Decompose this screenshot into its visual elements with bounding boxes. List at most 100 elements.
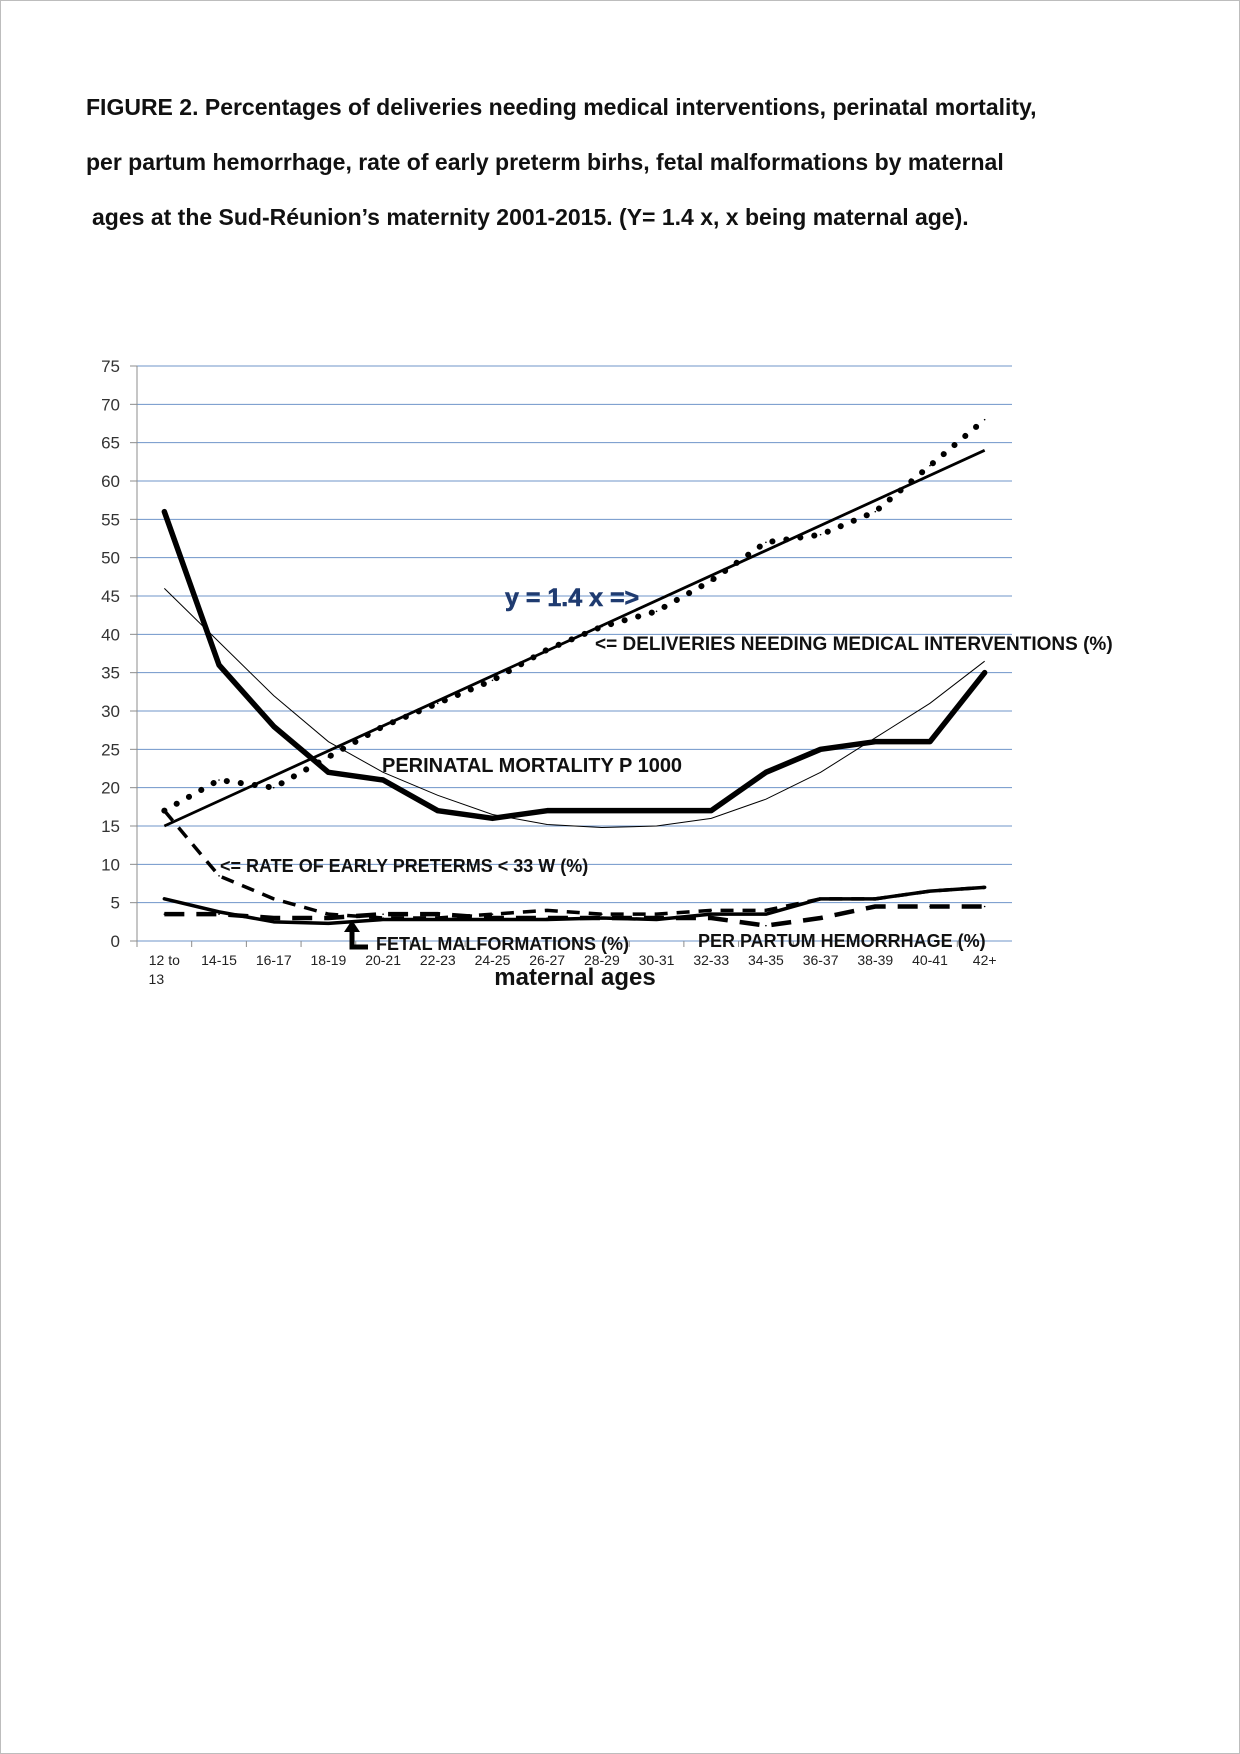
caption-line-3: ages at the Sud-Réunion’s maternity 2001… (92, 204, 969, 230)
data-point-perinatal-mortality-p-1000 (710, 809, 713, 812)
x-tick-label: 36-37 (803, 952, 839, 968)
data-point-per-partum-hemorrhage (436, 913, 439, 915)
data-point-rate-of-early-preterms-33-w (436, 917, 439, 919)
data-point-deliveries-needing-medical-interventions (874, 510, 877, 513)
series-lines (161, 416, 988, 928)
data-point-fetal-malformations (546, 918, 548, 921)
data-point-fetal-malformations (272, 921, 275, 923)
data-point-deliveries-needing-medical-interventions (710, 579, 713, 582)
data-point-rate-of-early-preterms-33-w (710, 909, 713, 912)
figure-caption: FIGURE 2. Percentages of deliveries need… (86, 92, 1206, 257)
data-point-fetal-malformations (382, 918, 384, 921)
y-tick-label: 75 (101, 357, 120, 376)
x-tick-label: 28-29 (584, 952, 620, 968)
x-tick-label: 20-21 (365, 952, 401, 968)
data-point-perinatal-mortality-p-1000 (163, 510, 166, 513)
caption-line-1: FIGURE 2. Percentages of deliveries need… (86, 94, 1037, 120)
data-point-deliveries-needing-medical-interventions (655, 610, 658, 613)
y-tick-label: 50 (101, 549, 120, 568)
data-point-deliveries-needing-medical-interventions (491, 679, 494, 682)
data-point-per-partum-hemorrhage (272, 917, 275, 919)
data-point-perinatal-mortality-p-1000 (765, 771, 767, 774)
data-point-rate-of-early-preterms-33-w (601, 913, 603, 915)
caption-line-2: per partum hemorrhage, rate of early pre… (86, 149, 1004, 175)
data-point-perinatal-mortality-p-1000 (382, 779, 384, 781)
series-line-deliveries-needing-medical-interventions (161, 416, 988, 814)
preterm-label: <= RATE OF EARLY PRETERMS < 33 W (%) (220, 856, 588, 876)
x-tick-label: 38-39 (857, 952, 893, 968)
data-point-per-partum-hemorrhage (382, 913, 384, 915)
hemorrhage-label: PER PARTUM HEMORRHAGE (%) (698, 931, 986, 951)
x-tick-label: 42+ (973, 952, 997, 968)
y-tick-label: 30 (101, 702, 120, 721)
series-line-rate-of-early-preterms-33-w (163, 809, 985, 920)
data-point-perinatal-mortality-p-1000 (436, 809, 439, 812)
x-tick-label: 34-35 (748, 952, 784, 968)
data-point-deliveries-needing-medical-interventions (327, 756, 330, 758)
malformations-label: FETAL MALFORMATIONS (%) (376, 934, 629, 954)
data-point-rate-of-early-preterms-33-w (765, 909, 767, 912)
data-point-deliveries-needing-medical-interventions (601, 625, 603, 628)
x-tick-label: 32-33 (693, 952, 729, 968)
data-point-rate-of-early-preterms-33-w (272, 898, 275, 900)
y-tick-labels: 0 5 10 15 20 25 30 35 40 45 50 55 60 65 70 75 (101, 357, 120, 951)
data-point-rate-of-early-preterms-33-w (163, 809, 166, 812)
x-tick-label: 14-15 (201, 952, 237, 968)
data-point-deliveries-needing-medical-interventions (382, 725, 384, 728)
series-line-perinatal-mortality-p-1000 (161, 508, 988, 822)
y-tick-label: 15 (101, 817, 120, 836)
series-line-fetal-malformations (162, 885, 987, 926)
data-point-perinatal-mortality-p-1000 (491, 817, 494, 820)
data-point-fetal-malformations (710, 913, 713, 915)
series-markers (163, 418, 986, 927)
data-point-fetal-malformations (765, 913, 767, 915)
data-point-perinatal-mortality-p-1000 (655, 809, 658, 812)
y-tick-label: 5 (111, 894, 120, 913)
data-point-perinatal-mortality-p-1000 (929, 740, 931, 743)
x-tick-label: 16-17 (256, 952, 292, 968)
x-axis-label: maternal ages (494, 964, 655, 991)
mortality-label: PERINATAL MORTALITY P 1000 (382, 755, 682, 777)
x-tick-label: 12 to (149, 952, 180, 968)
data-point-fetal-malformations (436, 918, 439, 921)
y-tick-label: 10 (101, 855, 120, 874)
data-point-deliveries-needing-medical-interventions (546, 648, 548, 651)
data-point-per-partum-hemorrhage (874, 905, 877, 908)
y-tick-label: 35 (101, 664, 120, 683)
data-point-perinatal-mortality-p-1000 (327, 771, 330, 774)
data-point-perinatal-mortality-p-1000 (546, 809, 548, 812)
malformations-pointer-arrowhead (344, 920, 360, 932)
malformations-pointer-arrow (349, 930, 368, 950)
y-tick-label: 70 (101, 395, 120, 414)
data-point-per-partum-hemorrhage (546, 917, 548, 919)
data-point-per-partum-hemorrhage (710, 917, 713, 919)
y-tick-label: 40 (101, 625, 120, 644)
data-point-perinatal-mortality-p-1000 (272, 725, 275, 728)
x-tick-label-cont: 13 (149, 971, 165, 987)
data-point-fetal-malformations (163, 898, 166, 900)
x-tick-label: 24-25 (475, 952, 511, 968)
data-point-deliveries-needing-medical-interventions (272, 786, 275, 789)
trendlines (163, 449, 986, 829)
data-point-fetal-malformations (983, 886, 986, 889)
x-tick-labels: 12 to 13 14-15 16-17 18-19 20-21 22-23 24-25 26-… (149, 952, 997, 987)
data-point-perinatal-mortality-p-1000 (874, 740, 877, 743)
data-point-deliveries-needing-medical-interventions (929, 464, 931, 467)
y-tick-label: 45 (101, 587, 120, 606)
data-point-perinatal-mortality-p-1000 (819, 748, 822, 751)
data-point-deliveries-needing-medical-interventions (218, 779, 220, 781)
interventions-label: <= DELIVERIES NEEDING MEDICAL INTERVENTI… (595, 634, 1113, 655)
data-point-per-partum-hemorrhage (491, 917, 494, 919)
data-point-fetal-malformations (218, 911, 220, 913)
data-point-per-partum-hemorrhage (929, 905, 931, 908)
data-point-perinatal-mortality-p-1000 (218, 664, 220, 666)
y-tick-label: 20 (101, 779, 120, 798)
data-point-fetal-malformations (327, 922, 330, 925)
y-tick-label: 0 (111, 932, 120, 951)
data-point-fetal-malformations (819, 898, 822, 900)
polynomial-trendline (163, 587, 985, 829)
y-tick-label: 55 (101, 510, 120, 529)
data-point-deliveries-needing-medical-interventions (436, 702, 439, 705)
data-point-per-partum-hemorrhage (601, 917, 603, 919)
data-point-per-partum-hemorrhage (218, 913, 220, 915)
